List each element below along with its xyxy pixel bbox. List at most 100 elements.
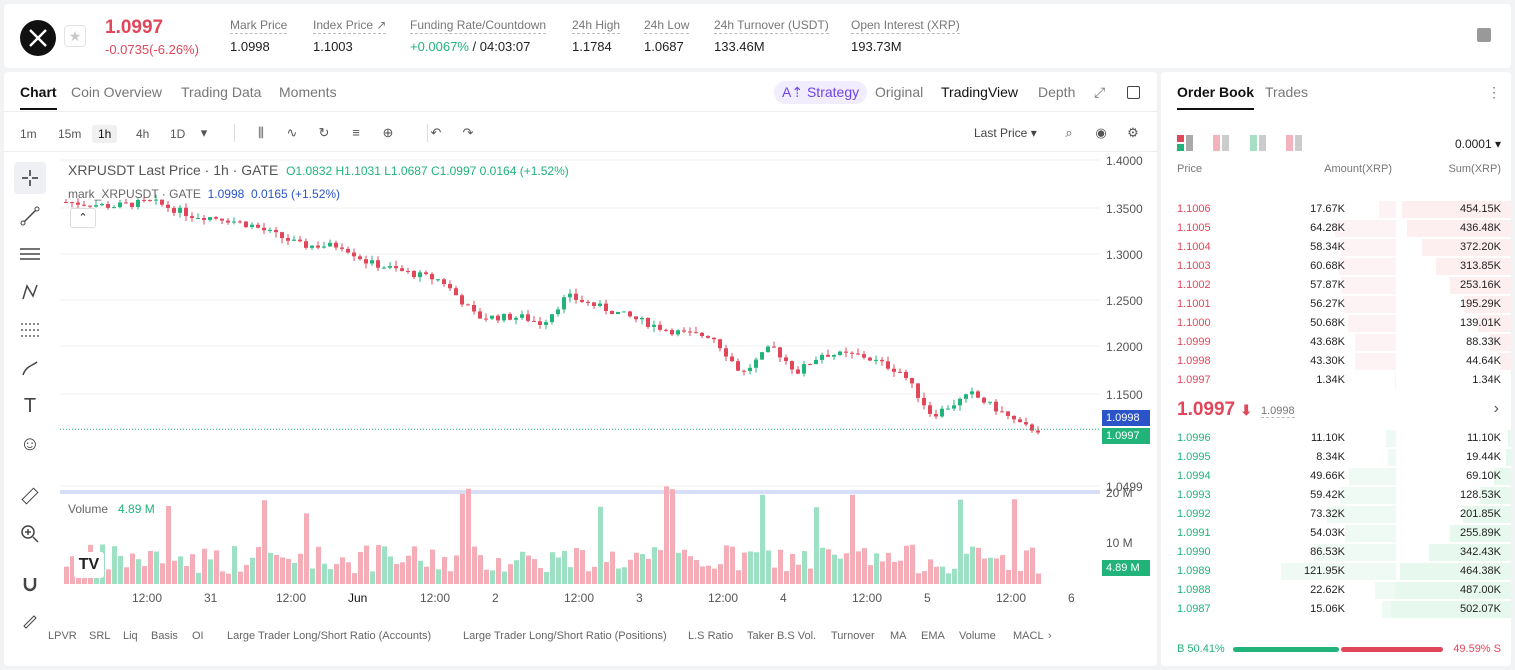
view-depth-icon[interactable]	[1286, 135, 1302, 151]
expand-icon[interactable]: ⤢	[1094, 84, 1106, 100]
stat-funding-rate[interactable]: Funding Rate/Countdown +0.0067% / 04:03:…	[410, 18, 547, 54]
ask-row[interactable]: 1.1003 60.68K 313.85K	[1161, 257, 1511, 276]
tab-depth[interactable]: Depth	[1038, 84, 1076, 100]
stat-mark-price[interactable]: Mark Price 1.0998	[230, 18, 288, 54]
bid-row[interactable]: 1.0990 86.53K 342.43K	[1161, 543, 1511, 562]
candle-body	[760, 352, 764, 360]
view-both-icon[interactable]	[1177, 135, 1193, 151]
collapse-legend-button[interactable]: ⌃	[70, 208, 96, 228]
zoom-in-icon[interactable]	[14, 518, 46, 550]
pattern-icon[interactable]	[14, 276, 46, 308]
indicator-basis[interactable]: Basis	[151, 630, 178, 642]
fib-icon[interactable]	[14, 314, 46, 346]
window-icon[interactable]	[1127, 86, 1140, 99]
tab-trading-data[interactable]: Trading Data	[181, 84, 262, 100]
indicator-turnover[interactable]: Turnover	[831, 630, 875, 642]
candle-body	[208, 217, 212, 221]
indicator-oi[interactable]: OI	[192, 630, 204, 642]
timeframe-dropdown-icon[interactable]: ▾	[200, 125, 208, 140]
ruler-icon[interactable]	[14, 480, 46, 512]
view-bids-icon[interactable]	[1250, 135, 1266, 151]
magnet-icon[interactable]	[14, 568, 46, 600]
settings-gear-icon[interactable]: ⚙	[1127, 125, 1139, 140]
indicator-icon[interactable]: ∿	[286, 125, 298, 140]
ask-row[interactable]: 1.1004 58.34K 372.20K	[1161, 238, 1511, 257]
timeframe-4h[interactable]: 4h	[136, 127, 150, 141]
volume-bar	[1006, 569, 1011, 584]
camera-icon[interactable]: ◉	[1095, 125, 1107, 140]
volume-bar	[1036, 573, 1041, 584]
indicator-large-trader-accounts[interactable]: Large Trader Long/Short Ratio (Accounts)	[227, 630, 432, 642]
more-menu-icon[interactable]: ⋮	[1487, 84, 1501, 100]
indicator-liq[interactable]: Liq	[123, 630, 138, 642]
ask-row[interactable]: 1.0999 43.68K 88.33K	[1161, 333, 1511, 352]
bid-row[interactable]: 1.0989 121.95K 464.38K	[1161, 562, 1511, 581]
ask-row[interactable]: 1.1000 50.68K 139.01K	[1161, 314, 1511, 333]
brush-icon[interactable]	[14, 352, 46, 384]
indicator-srl[interactable]: SRL	[89, 630, 111, 642]
tab-trades[interactable]: Trades	[1265, 84, 1309, 100]
undo-icon[interactable]: ↶	[430, 125, 442, 140]
ask-row[interactable]: 1.0997 1.34K 1.34K	[1161, 371, 1511, 390]
horizontal-lines-icon[interactable]	[14, 238, 46, 270]
indicator-taker-bs[interactable]: Taker B.S Vol.	[747, 630, 817, 642]
indicator-ls-ratio[interactable]: L.S Ratio	[688, 630, 734, 642]
bid-row[interactable]: 1.0993 59.42K 128.53K	[1161, 486, 1511, 505]
notebook-icon[interactable]	[1477, 28, 1491, 42]
indicator-macd[interactable]: MACL	[1013, 630, 1044, 642]
chevron-right-icon[interactable]: ›	[1493, 400, 1499, 417]
redo-icon[interactable]: ↷	[462, 125, 474, 140]
timeframe-15m[interactable]: 15m	[58, 127, 82, 141]
precision-select[interactable]: 0.0001 ▾	[1454, 137, 1501, 151]
ask-row[interactable]: 1.1002 57.87K 253.16K	[1161, 276, 1511, 295]
bid-row[interactable]: 1.0992 73.32K 201.85K	[1161, 505, 1511, 524]
ask-row[interactable]: 1.1001 56.27K 195.29K	[1161, 295, 1511, 314]
tab-moments[interactable]: Moments	[279, 84, 337, 100]
indicator-large-trader-positions[interactable]: Large Trader Long/Short Ratio (Positions…	[463, 630, 667, 642]
ob-sum: 139.01K	[1460, 317, 1501, 329]
tab-tradingview[interactable]: TradingView	[941, 84, 1019, 100]
order-book-panel: Order Book Trades ⋮ 0.0001 ▾ Price Amoun…	[1161, 72, 1511, 666]
candle-type-icon[interactable]: ⫼	[258, 125, 264, 140]
trend-line-icon[interactable]	[14, 200, 46, 232]
sum-depth-bar	[1449, 525, 1511, 542]
price-type-select[interactable]: Last Price ▾	[974, 126, 1037, 140]
volume-bar	[646, 558, 651, 584]
bid-row[interactable]: 1.0991 54.03K 255.89K	[1161, 524, 1511, 543]
favorite-star-icon[interactable]: ★	[64, 25, 86, 47]
strategy-button[interactable]: A⇡ Strategy	[774, 81, 868, 104]
bid-row[interactable]: 1.0988 22.62K 487.00K	[1161, 581, 1511, 600]
crosshair-icon[interactable]	[14, 162, 46, 194]
ask-row[interactable]: 1.0998 43.30K 44.64K	[1161, 352, 1511, 371]
view-asks-icon[interactable]	[1213, 135, 1229, 151]
indicator-ma[interactable]: MA	[890, 630, 907, 642]
ask-row[interactable]: 1.1006 17.67K 454.15K	[1161, 200, 1511, 219]
compare-icon[interactable]: ↻	[318, 125, 330, 140]
timeframe-1h[interactable]: 1h	[92, 125, 118, 143]
bid-row[interactable]: 1.0987 15.06K 502.07K	[1161, 600, 1511, 619]
volume-bar	[916, 573, 921, 584]
bid-row[interactable]: 1.0994 49.66K 69.10K	[1161, 467, 1511, 486]
indicator-volume[interactable]: Volume	[959, 630, 996, 642]
indicator-ema[interactable]: EMA	[921, 630, 945, 642]
tab-order-book[interactable]: Order Book	[1177, 84, 1255, 110]
ob-amount: 86.53K	[1310, 546, 1345, 558]
indicator-scroll-right-icon[interactable]: ›	[1048, 630, 1052, 642]
tab-original[interactable]: Original	[875, 84, 924, 100]
search-icon[interactable]: ⌕	[1065, 125, 1073, 140]
indicator-lpvr[interactable]: LPVR	[48, 630, 77, 642]
timeframe-1m[interactable]: 1m	[20, 127, 37, 141]
pencil-lock-icon[interactable]	[14, 604, 46, 636]
template-icon[interactable]: ≡	[352, 125, 360, 140]
stat-index-price[interactable]: Index Price ↗ 1.1003	[313, 18, 387, 54]
emoji-icon[interactable]: ☺	[19, 432, 41, 455]
ask-row[interactable]: 1.1005 64.28K 436.48K	[1161, 219, 1511, 238]
text-tool-icon[interactable]: T	[23, 394, 37, 417]
bid-row[interactable]: 1.0995 8.34K 19.44K	[1161, 448, 1511, 467]
bid-row[interactable]: 1.0996 11.10K 11.10K	[1161, 429, 1511, 448]
add-icon[interactable]: ⊕	[382, 125, 394, 140]
candlestick-chart[interactable]: 12:00 31 12:00 Jun 12:00 2 12:00 3 12:00 4 12:00 5 1…	[60, 154, 1100, 606]
timeframe-1d[interactable]: 1D	[170, 127, 186, 141]
tab-chart[interactable]: Chart	[20, 84, 57, 110]
tab-coin-overview[interactable]: Coin Overview	[71, 84, 163, 100]
